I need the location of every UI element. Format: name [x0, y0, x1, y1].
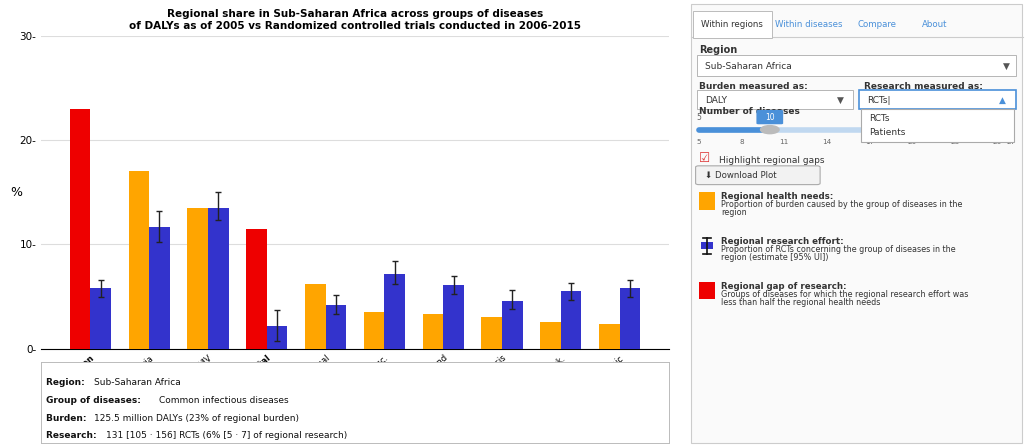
Text: Research:: Research:	[46, 431, 100, 440]
Text: Burden:: Burden:	[46, 413, 90, 422]
Text: ▲: ▲	[999, 96, 1006, 105]
Bar	[91, 288, 111, 349]
Bar	[70, 109, 91, 349]
Text: 17: 17	[864, 139, 874, 145]
Text: less than half the regional health needs: less than half the regional health needs	[721, 298, 881, 307]
Text: Patients: Patients	[870, 128, 906, 137]
Text: 27: 27	[1007, 139, 1016, 145]
Text: Regional health needs:: Regional health needs:	[721, 192, 833, 201]
Bar	[267, 326, 287, 349]
Text: ▼: ▼	[1003, 62, 1010, 71]
Text: Regional gap of research:: Regional gap of research:	[721, 282, 847, 291]
Text: 5: 5	[697, 113, 702, 122]
Text: Within regions: Within regions	[701, 20, 764, 29]
Bar	[187, 208, 208, 349]
Text: Compare: Compare	[857, 20, 896, 29]
Text: Groups of diseases for which the regional research effort was: Groups of diseases for which the regiona…	[721, 290, 968, 299]
Bar	[325, 305, 346, 349]
Bar	[482, 317, 502, 349]
Text: Highlight regional gaps: Highlight regional gaps	[719, 156, 825, 165]
Text: Proportion of burden caused by the group of diseases in the: Proportion of burden caused by the group…	[721, 200, 963, 209]
Text: region (estimate [95% UI]): region (estimate [95% UI])	[721, 253, 828, 262]
Text: Research measured as:: Research measured as:	[864, 81, 984, 90]
Text: Within diseases: Within diseases	[775, 20, 842, 29]
Text: 131 [105 · 156] RCTs (6% [5 · 7] of regional research): 131 [105 · 156] RCTs (6% [5 · 7] of regi…	[106, 431, 347, 440]
Y-axis label: %: %	[10, 186, 22, 199]
Text: ⬇ Download Plot: ⬇ Download Plot	[705, 171, 777, 180]
Text: ☑: ☑	[699, 152, 710, 165]
Text: 8: 8	[739, 139, 744, 145]
Bar	[599, 324, 619, 349]
Bar	[129, 171, 149, 349]
Bar	[619, 288, 640, 349]
Text: 20: 20	[908, 139, 917, 145]
Text: Region:: Region:	[46, 378, 88, 387]
Bar	[149, 227, 170, 349]
Text: DALY: DALY	[705, 96, 726, 105]
Text: Common infectious diseases: Common infectious diseases	[159, 396, 289, 405]
Bar	[385, 274, 405, 349]
Text: 125.5 million DALYs (23% of regional burden): 125.5 million DALYs (23% of regional bur…	[94, 413, 298, 422]
Text: RCTs|: RCTs|	[867, 96, 891, 105]
Text: Group of diseases:: Group of diseases:	[46, 396, 144, 405]
Bar	[423, 314, 443, 349]
Bar	[443, 285, 464, 349]
Text: Sub-Saharan Africa: Sub-Saharan Africa	[705, 62, 791, 71]
Text: About: About	[922, 20, 947, 29]
Text: Number of diseases: Number of diseases	[699, 107, 800, 116]
Title: Regional share in Sub-Saharan Africa across groups of diseases
of DALYs as of 20: Regional share in Sub-Saharan Africa acr…	[129, 9, 581, 31]
Text: 14: 14	[822, 139, 831, 145]
Text: 26: 26	[993, 139, 1002, 145]
Text: 23: 23	[950, 139, 959, 145]
Bar	[246, 229, 267, 349]
Bar	[208, 208, 228, 349]
Text: 11: 11	[779, 139, 788, 145]
Bar	[540, 321, 561, 349]
Text: Burden measured as:: Burden measured as:	[699, 81, 808, 90]
Text: Regional research effort:: Regional research effort:	[721, 237, 844, 246]
Text: Proportion of RCTs concerning the group of diseases in the: Proportion of RCTs concerning the group …	[721, 245, 956, 254]
Text: ▼: ▼	[837, 96, 844, 105]
Bar	[502, 301, 523, 349]
Bar	[364, 312, 385, 349]
Text: 5: 5	[697, 139, 701, 145]
Bar	[561, 291, 581, 349]
Text: region: region	[721, 208, 747, 217]
Text: 10: 10	[765, 113, 775, 122]
Bar	[305, 284, 325, 349]
Text: Sub-Saharan Africa: Sub-Saharan Africa	[94, 378, 181, 387]
Text: RCTs: RCTs	[870, 114, 890, 123]
Text: Region: Region	[699, 45, 737, 55]
